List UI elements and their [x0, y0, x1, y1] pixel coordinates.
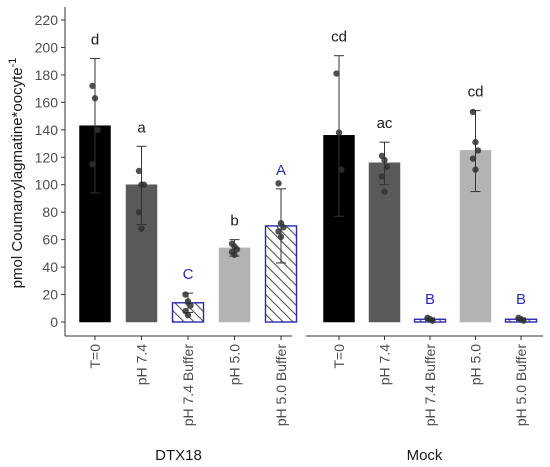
group-label: Mock [407, 447, 443, 464]
y-axis-title: pmol Coumaroylagmatine*oocyte-1 [7, 58, 26, 289]
significance-letter: cd [468, 84, 484, 101]
significance-letter: b [230, 213, 238, 230]
category-label: pH 7.4 [377, 344, 393, 385]
group-label: DTX18 [155, 447, 202, 464]
data-point [138, 225, 145, 232]
data-point [140, 181, 148, 188]
y-tick-label: 140 [35, 122, 59, 138]
data-point [135, 208, 143, 216]
significance-letter: B [425, 291, 435, 308]
data-point [184, 311, 192, 319]
significance-letter: C [183, 266, 194, 283]
data-point [472, 138, 479, 146]
data-point [378, 173, 386, 180]
data-point [472, 166, 479, 173]
significance-letter: A [276, 162, 286, 179]
category-label: pH 7.4 [134, 344, 150, 385]
data-point [231, 251, 238, 258]
data-point [89, 160, 96, 168]
y-tick-label: 20 [42, 287, 58, 303]
significance-letter: d [91, 31, 99, 48]
data-point [94, 126, 101, 134]
data-point [280, 224, 287, 231]
y-tick-label: 220 [35, 12, 59, 28]
significance-letter: ac [377, 115, 393, 132]
y-tick-label: 120 [35, 149, 59, 165]
data-point [89, 82, 96, 90]
bar [368, 162, 401, 323]
category-label: T=0 [331, 344, 347, 369]
y-tick-label: 180 [35, 67, 59, 83]
bars [79, 55, 538, 324]
labels: d T=0 a pH 7.4 CpH 7.4 Buffer b pH 5.0 ApH 5.0 … [87, 29, 529, 464]
data-point [338, 166, 345, 173]
data-point [474, 147, 482, 154]
data-point [187, 302, 194, 309]
data-point [381, 188, 388, 195]
data-point [182, 291, 189, 298]
data-point [333, 70, 340, 77]
data-point [91, 95, 99, 102]
data-point [335, 129, 343, 136]
y-tick-label: 0 [50, 314, 58, 330]
category-label: pH 5.0 Buffer [513, 344, 529, 427]
bar [218, 247, 251, 323]
axes: 0 20 40 60 80 100 120 140 160 180 200 220 [35, 7, 543, 340]
y-tick-label: 160 [35, 94, 59, 110]
data-point [469, 155, 477, 162]
category-label: T=0 [87, 344, 103, 369]
data-point [135, 167, 143, 175]
y-tick-label: 200 [35, 39, 59, 55]
data-point [429, 317, 436, 324]
data-point [275, 228, 282, 235]
data-point [520, 317, 527, 324]
significance-letter: a [137, 119, 146, 136]
category-label: pH 5.0 Buffer [273, 344, 289, 427]
category-label: pH 7.4 Buffer [422, 344, 438, 427]
significance-letter: B [516, 291, 526, 308]
y-tick-label: 40 [42, 259, 58, 275]
data-point [233, 246, 241, 253]
y-tick-label: 100 [35, 177, 59, 193]
significance-letter: cd [331, 29, 347, 46]
data-point [277, 233, 285, 241]
data-point [275, 180, 282, 187]
y-tick-label: 80 [42, 204, 58, 220]
category-label: pH 5.0 [468, 344, 484, 385]
data-point [383, 163, 391, 171]
y-tick-label: 60 [42, 232, 58, 248]
category-label: pH 5.0 [227, 344, 243, 385]
data-point [469, 108, 477, 116]
category-label: pH 7.4 Buffer [180, 344, 196, 427]
data-point [381, 156, 388, 164]
